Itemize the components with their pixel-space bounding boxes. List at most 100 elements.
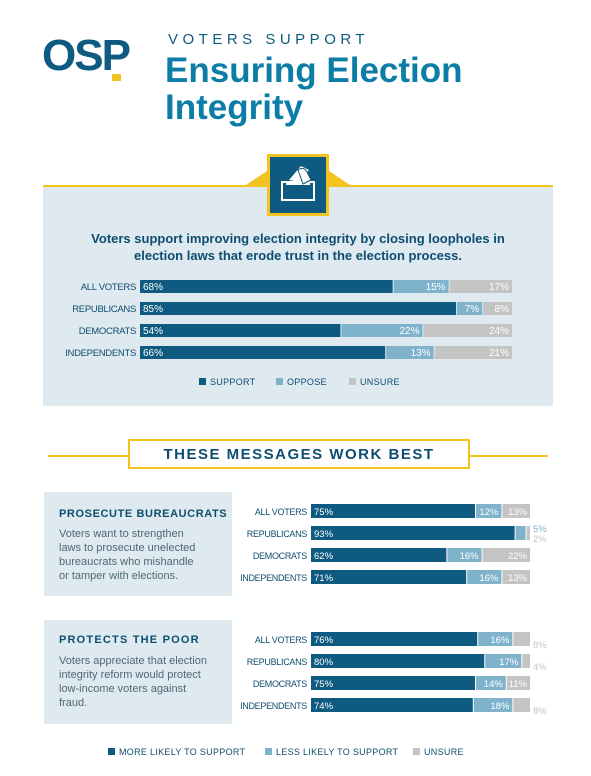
logo-accent	[112, 74, 121, 81]
bar-segment-unsure	[483, 302, 512, 315]
bar-segment-unsure	[506, 676, 530, 690]
page-kicker: VOTERS SUPPORT	[168, 31, 370, 48]
legend-label: MORE LIKELY TO SUPPORT	[119, 747, 246, 757]
bar-value-label: 13%	[508, 573, 528, 584]
bar-segment-more-likely-to-support	[311, 632, 478, 646]
page-title-line1: Ensuring Election	[165, 51, 463, 90]
osp-logo: OSP	[42, 31, 132, 81]
bar-segment-unsure	[482, 548, 530, 562]
card-text: Voters want to strengthen laws to prosec…	[59, 527, 195, 583]
bar-value-label: 17%	[499, 657, 519, 668]
logo-text: OSP	[42, 31, 130, 80]
bar-value-label: 75%	[314, 507, 334, 518]
bar-segment-support	[140, 324, 341, 337]
bar-value-label: 16%	[460, 551, 480, 562]
bar-segment-unsure	[513, 632, 530, 646]
legend-swatch	[276, 378, 283, 385]
bar-value-label: 80%	[314, 657, 334, 668]
bar-segment-unsure	[449, 280, 512, 293]
legend-label: UNSURE	[360, 377, 400, 387]
message-card-prosecute: PROSECUTE BUREAUCRATS Voters want to str…	[44, 492, 232, 596]
bar-segment-more-likely-to-support	[311, 698, 473, 712]
category-label: ALL VOTERS	[81, 282, 136, 293]
messages-banner	[128, 439, 470, 469]
bar-value-label: 13%	[508, 507, 528, 518]
section-headline-line2: election laws that erode trust in the el…	[134, 248, 462, 263]
bar-value-label: 16%	[490, 635, 510, 646]
bar-value-label: 93%	[314, 529, 334, 540]
bar-value-label: 66%	[143, 348, 163, 359]
bar-segment-oppose	[341, 324, 423, 337]
bar-value-label: 7%	[465, 304, 480, 315]
category-label: ALL VOTERS	[255, 635, 307, 645]
category-label: REPUBLICANS	[72, 304, 136, 315]
bar-value-label: 74%	[314, 701, 334, 712]
legend-swatch	[349, 378, 356, 385]
bar-segment-more-likely-to-support	[311, 676, 475, 690]
category-label: DEMOCRATS	[253, 551, 307, 561]
bar-segment-more-likely-to-support	[311, 548, 447, 562]
bar-segment-unsure	[502, 504, 530, 518]
bar-segment-more-likely-to-support	[311, 570, 467, 584]
bar-value-label: 85%	[143, 304, 163, 315]
legend-swatch	[265, 748, 272, 755]
category-label: REPUBLICANS	[247, 657, 308, 667]
bar-segment-unsure	[522, 654, 530, 668]
bar-segment-less-likely-to-support	[447, 548, 482, 562]
bar-value-label: 16%	[479, 573, 499, 584]
survey-panel	[43, 186, 553, 406]
legend-label: OPPOSE	[287, 377, 327, 387]
bar-segment-less-likely-to-support	[467, 570, 502, 584]
bar-segment-more-likely-to-support	[311, 504, 475, 518]
bar-value-label: 22%	[508, 551, 528, 562]
messages-title: THESE MESSAGES WORK BEST	[163, 446, 435, 463]
card-text-line: bureaucrats who mishandle	[59, 556, 194, 568]
bar-value-label: 8%	[495, 304, 510, 315]
bar-value-label: 21%	[489, 348, 509, 359]
bar-value-label: 8%	[533, 640, 547, 651]
bar-value-label: 11%	[509, 679, 528, 690]
category-label: REPUBLICANS	[247, 529, 308, 539]
card-title: PROSECUTE BUREAUCRATS	[59, 508, 228, 520]
bar-segment-unsure	[513, 698, 530, 712]
bar-segment-less-likely-to-support	[478, 632, 513, 646]
bar-segment-less-likely-to-support	[476, 504, 502, 518]
legend-swatch	[199, 378, 206, 385]
bar-segment-oppose	[457, 302, 483, 315]
category-label: INDEPENDENTS	[240, 573, 307, 583]
bar-segment-support	[140, 280, 393, 293]
category-label: DEMOCRATS	[79, 326, 136, 337]
section-headline: Voters support improving election integr…	[60, 230, 536, 264]
bar-value-label: 22%	[399, 326, 419, 337]
card-text-line: laws to prosecute unelected	[59, 542, 196, 554]
bar-segment-unsure	[526, 526, 530, 540]
bar-segment-oppose	[393, 280, 449, 293]
bar-segment-unsure	[502, 570, 530, 584]
card-text: Voters appreciate that election integrit…	[59, 654, 207, 710]
section-headline-line1: Voters support improving election integr…	[91, 231, 505, 246]
bar-value-label: 62%	[314, 551, 334, 562]
legend-swatch	[108, 748, 115, 755]
bar-value-label: 71%	[314, 573, 334, 584]
bar-value-label: 4%	[533, 662, 547, 673]
bar-value-label: 8%	[533, 706, 547, 717]
card-text-line: low-income voters against	[59, 683, 187, 695]
bar-segment-more-likely-to-support	[311, 654, 485, 668]
bar-segment-more-likely-to-support	[311, 526, 515, 540]
bar-value-label: 5%	[533, 524, 547, 535]
bar-value-label: 54%	[143, 326, 163, 337]
card-text-line: Voters appreciate that election	[59, 655, 207, 667]
bar-value-label: 68%	[143, 282, 163, 293]
bar-value-label: 76%	[314, 635, 334, 646]
legend-swatch	[413, 748, 420, 755]
card-text-line: Voters want to strengthen	[59, 528, 184, 540]
category-label: DEMOCRATS	[253, 679, 307, 689]
card-text-line: integrity reform would protect	[59, 669, 201, 681]
bar-value-label: 75%	[314, 679, 334, 690]
bar-value-label: 14%	[484, 679, 504, 690]
bar-value-label: 18%	[490, 701, 510, 712]
legend-label: SUPPORT	[210, 377, 256, 387]
page-title-line2: Integrity	[165, 88, 304, 127]
bar-value-label: 2%	[533, 534, 547, 545]
